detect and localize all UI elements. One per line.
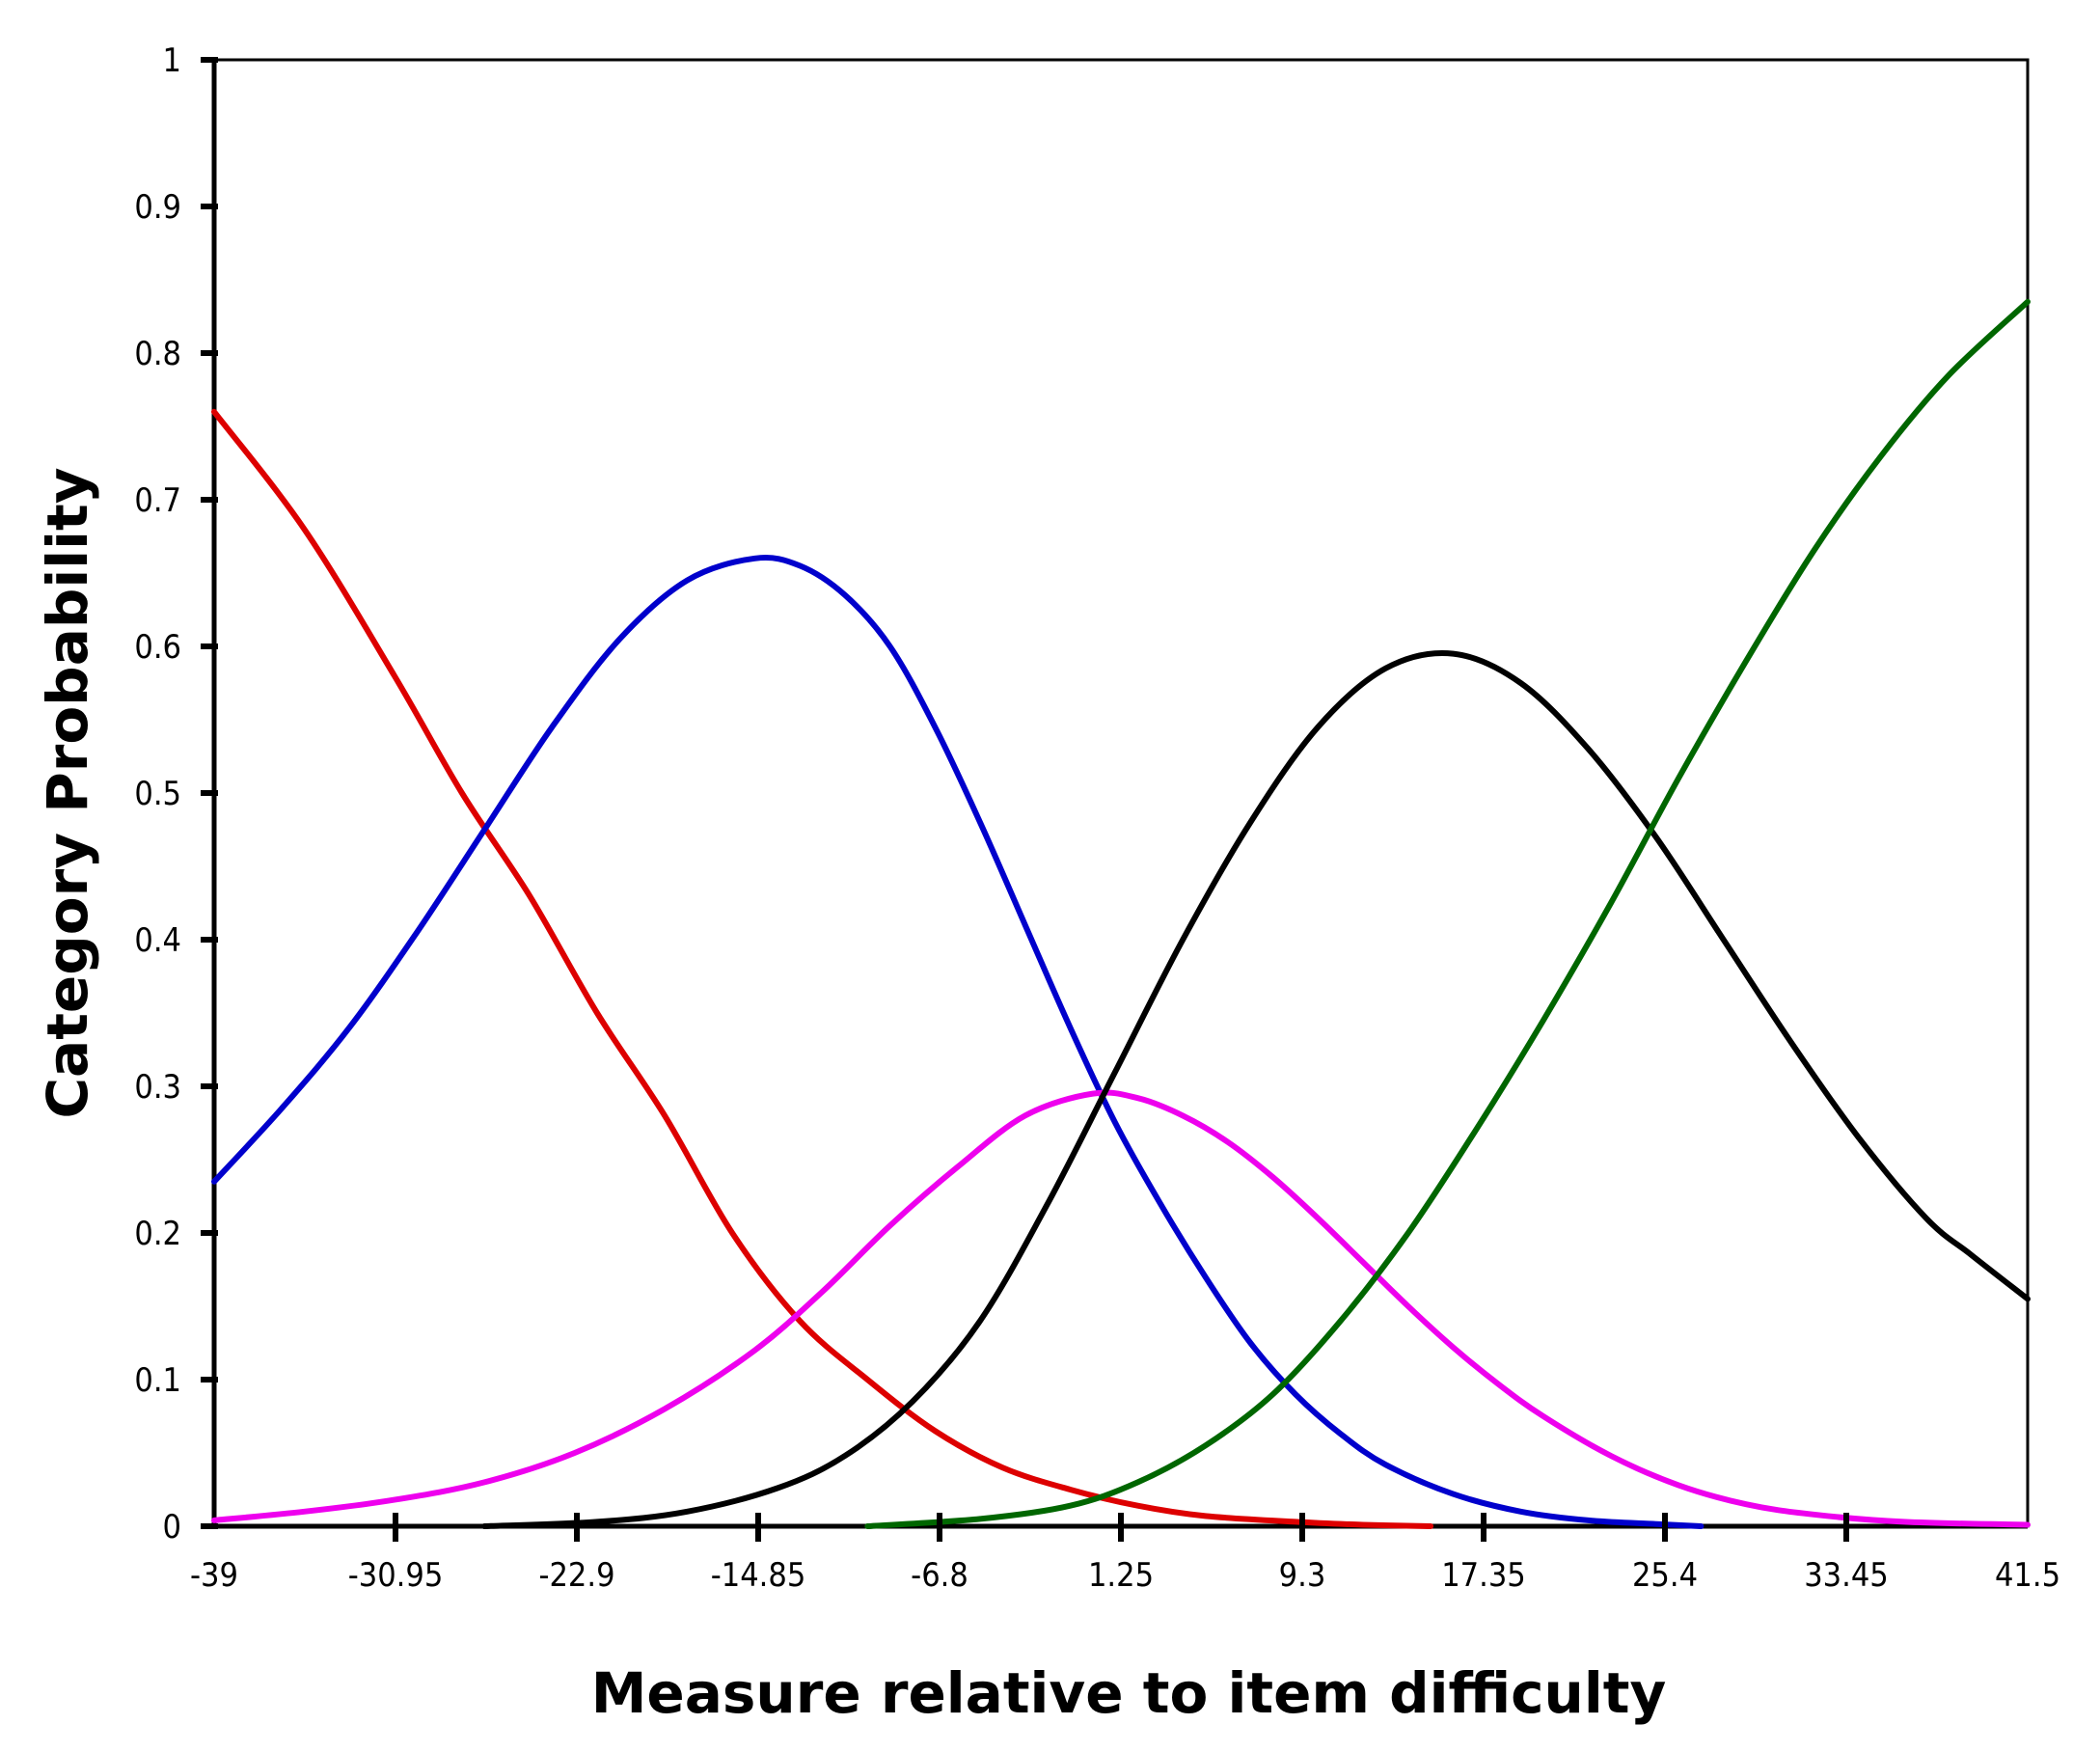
x-axis-title: Measure relative to item difficulty xyxy=(591,1660,1667,1726)
series-line-4 xyxy=(481,650,2031,1529)
y-tick-label: 1 xyxy=(163,41,181,80)
series-line-3 xyxy=(211,1089,2031,1528)
y-ticks: 0 0.1 0.2 0.3 0.4 0.5 0.6 0.7 0.8 0.9 1 xyxy=(134,41,218,1547)
series-group xyxy=(211,298,2031,1529)
y-tick-label: 0.5 xyxy=(134,775,181,813)
y-tick-label: 0.4 xyxy=(134,921,181,960)
y-tick-label: 0.8 xyxy=(134,335,181,373)
y-tick-label: 0.1 xyxy=(134,1361,181,1400)
x-tick-label: 1.25 xyxy=(1088,1556,1154,1595)
series-line-2 xyxy=(211,555,1705,1529)
y-tick-label: 0.9 xyxy=(134,188,181,227)
x-tick-label: -30.95 xyxy=(348,1556,444,1595)
y-tick-label: 0.6 xyxy=(134,628,181,667)
x-tick-label: 17.35 xyxy=(1441,1556,1526,1595)
x-tick-label: -22.9 xyxy=(538,1556,614,1595)
x-tick-label: -6.8 xyxy=(911,1556,968,1595)
y-tick-label: 0.2 xyxy=(134,1215,181,1253)
x-tick-label: 25.4 xyxy=(1632,1556,1698,1595)
y-tick-label: 0.3 xyxy=(134,1068,181,1107)
y-tick-label: 0 xyxy=(163,1508,181,1547)
series-line-1 xyxy=(211,408,1434,1529)
x-tick-label: 33.45 xyxy=(1804,1556,1889,1595)
y-tick-label: 0.7 xyxy=(134,481,181,520)
x-tick-label: 9.3 xyxy=(1279,1556,1326,1595)
plot-frame xyxy=(212,58,2030,1528)
x-tick-label: -14.85 xyxy=(711,1556,806,1595)
y-axis-title: Category Probability xyxy=(35,467,100,1118)
series-line-5 xyxy=(864,298,2031,1529)
x-tick-label: 41.5 xyxy=(1995,1556,2060,1595)
x-ticks: -39 -30.95 -22.9 -14.85 -6.8 1.25 9.3 17.35 25.4… xyxy=(190,1513,2060,1595)
x-tick-label: -39 xyxy=(190,1556,238,1595)
